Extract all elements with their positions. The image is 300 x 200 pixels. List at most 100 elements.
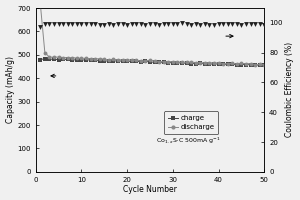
discharge (84, 57, 88, 59)
charge (249, 63, 252, 66)
charge (240, 63, 243, 66)
charge (144, 60, 147, 62)
charge (212, 63, 216, 65)
discharge (171, 60, 175, 63)
charge (52, 58, 56, 60)
discharge (157, 60, 161, 63)
charge (121, 60, 124, 62)
discharge (212, 62, 216, 64)
discharge (48, 56, 51, 58)
charge (139, 61, 143, 63)
charge (262, 64, 266, 67)
charge (89, 59, 92, 61)
charge (153, 61, 156, 64)
discharge (75, 57, 79, 59)
discharge (194, 61, 197, 64)
discharge (144, 60, 147, 62)
charge (176, 62, 179, 64)
charge (221, 63, 225, 66)
charge (80, 59, 83, 61)
charge (199, 62, 202, 65)
discharge (103, 58, 106, 60)
discharge (38, 2, 42, 5)
discharge (258, 63, 262, 66)
discharge (61, 56, 65, 59)
charge (235, 64, 239, 66)
discharge (148, 59, 152, 61)
charge (217, 63, 220, 65)
charge (230, 63, 234, 66)
charge (254, 64, 257, 66)
charge (107, 60, 111, 62)
discharge (189, 61, 193, 63)
charge (130, 60, 134, 63)
discharge (134, 59, 138, 61)
discharge (254, 63, 257, 66)
discharge (249, 62, 252, 65)
charge (180, 62, 184, 64)
charge (157, 61, 161, 64)
discharge (180, 61, 184, 63)
discharge (66, 57, 70, 59)
Line: charge: charge (38, 57, 266, 67)
charge (61, 58, 65, 61)
charge (43, 58, 46, 60)
charge (75, 59, 79, 61)
charge (70, 59, 74, 61)
Line: discharge: discharge (38, 1, 266, 67)
charge (189, 62, 193, 65)
charge (125, 60, 129, 62)
Legend: charge, discharge: charge, discharge (164, 111, 218, 134)
discharge (116, 59, 120, 61)
charge (162, 61, 166, 63)
charge (66, 58, 70, 61)
discharge (93, 58, 97, 60)
discharge (121, 59, 124, 61)
discharge (125, 59, 129, 61)
Y-axis label: Capacity (mAh/g): Capacity (mAh/g) (6, 56, 15, 123)
discharge (185, 61, 188, 63)
charge (48, 58, 51, 60)
charge (103, 60, 106, 62)
charge (208, 63, 211, 65)
discharge (107, 59, 111, 61)
discharge (240, 62, 243, 65)
charge (84, 59, 88, 61)
discharge (244, 62, 248, 65)
charge (148, 61, 152, 63)
charge (171, 61, 175, 64)
discharge (235, 63, 239, 65)
discharge (203, 62, 207, 64)
discharge (80, 57, 83, 60)
charge (57, 58, 60, 61)
charge (112, 60, 115, 62)
charge (167, 61, 170, 64)
discharge (167, 61, 170, 63)
charge (116, 60, 120, 62)
charge (98, 60, 101, 62)
discharge (139, 60, 143, 62)
discharge (130, 59, 134, 61)
discharge (208, 61, 211, 64)
discharge (199, 62, 202, 64)
discharge (153, 60, 156, 62)
X-axis label: Cycle Number: Cycle Number (123, 185, 177, 194)
charge (134, 60, 138, 62)
Y-axis label: Coulombic Efficiency (%): Coulombic Efficiency (%) (285, 42, 294, 137)
charge (258, 64, 262, 67)
discharge (57, 56, 60, 58)
discharge (176, 61, 179, 63)
charge (226, 63, 230, 65)
charge (38, 58, 42, 61)
discharge (98, 57, 101, 60)
discharge (112, 58, 115, 60)
discharge (89, 58, 92, 60)
discharge (70, 56, 74, 59)
charge (194, 62, 197, 65)
charge (93, 59, 97, 62)
discharge (162, 60, 166, 63)
discharge (226, 63, 230, 65)
discharge (230, 62, 234, 65)
discharge (262, 64, 266, 66)
charge (185, 62, 188, 64)
